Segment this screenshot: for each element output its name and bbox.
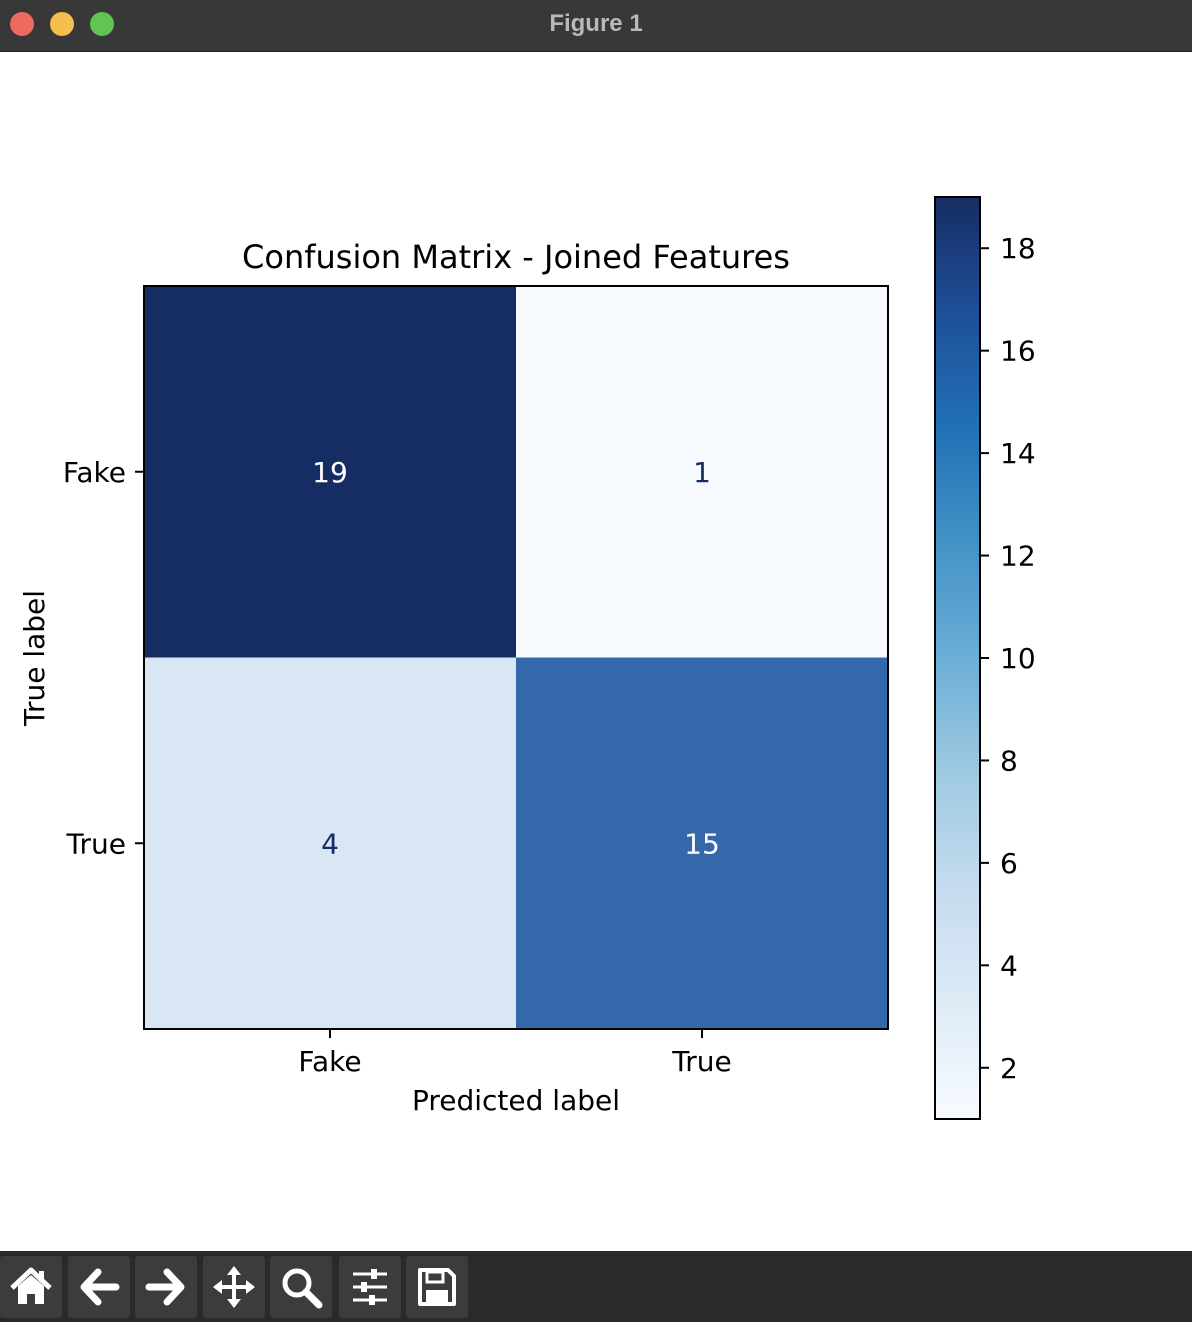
y-axis-label: True label (18, 590, 51, 727)
close-window-button[interactable] (10, 12, 34, 36)
colorbar-tick-label: 6 (1000, 847, 1018, 880)
cell-value-label: 4 (321, 827, 339, 860)
configure-subplots-button[interactable] (339, 1256, 401, 1318)
cell-value-label: 15 (684, 827, 720, 860)
y-tick-label: Fake (63, 456, 126, 489)
chart-title: Confusion Matrix - Joined Features (242, 238, 790, 276)
x-tick-label: True (671, 1045, 731, 1078)
y-tick-label: True (66, 827, 126, 860)
colorbar-tick-label: 2 (1000, 1052, 1018, 1085)
x-axis-label: Predicted label (412, 1084, 620, 1117)
maximize-window-button[interactable] (90, 12, 114, 36)
matrix-cell (516, 657, 888, 1029)
pan-button[interactable] (203, 1256, 265, 1318)
home-button[interactable] (0, 1256, 62, 1318)
zoom-button[interactable] (270, 1256, 332, 1318)
forward-button[interactable] (135, 1256, 197, 1318)
window-titlebar: Figure 1 (0, 0, 1192, 52)
colorbar-tick-label: 16 (1000, 335, 1036, 368)
matrix-cell (144, 657, 516, 1029)
colorbar-tick-label: 12 (1000, 540, 1036, 573)
confusion-matrix-chart: Confusion Matrix - Joined Features 19 14 1… (18, 196, 1036, 1120)
window-title: Figure 1 (549, 10, 643, 37)
move-icon (213, 1266, 255, 1308)
floppy-disk-icon (418, 1268, 456, 1306)
arrow-left-icon (80, 1268, 120, 1306)
sliders-icon (353, 1269, 387, 1305)
cell-value-label: 1 (693, 456, 711, 489)
colorbar-tick-label: 14 (1000, 437, 1036, 470)
magnifier-icon (282, 1268, 323, 1309)
x-tick-label: Fake (298, 1045, 361, 1078)
cell-value-label: 19 (312, 456, 348, 489)
plot-frame (143, 285, 889, 1030)
colorbar-tick-label: 18 (1000, 232, 1036, 265)
colorbar (934, 196, 981, 1120)
colorbar-tick-label: 4 (1000, 949, 1018, 982)
navigation-toolbar (0, 1251, 1192, 1322)
figure-canvas: Confusion Matrix - Joined Features 19 1 4 1… (0, 53, 1192, 1251)
arrow-right-icon (145, 1268, 185, 1306)
matrix-cell (516, 286, 888, 658)
colorbar-tick-label: 8 (1000, 744, 1018, 777)
matrix-cell (144, 286, 516, 658)
back-button[interactable] (68, 1256, 130, 1318)
save-button[interactable] (406, 1256, 468, 1318)
minimize-window-button[interactable] (50, 12, 74, 36)
home-icon (10, 1267, 52, 1304)
colorbar-tick-label: 10 (1000, 642, 1036, 675)
